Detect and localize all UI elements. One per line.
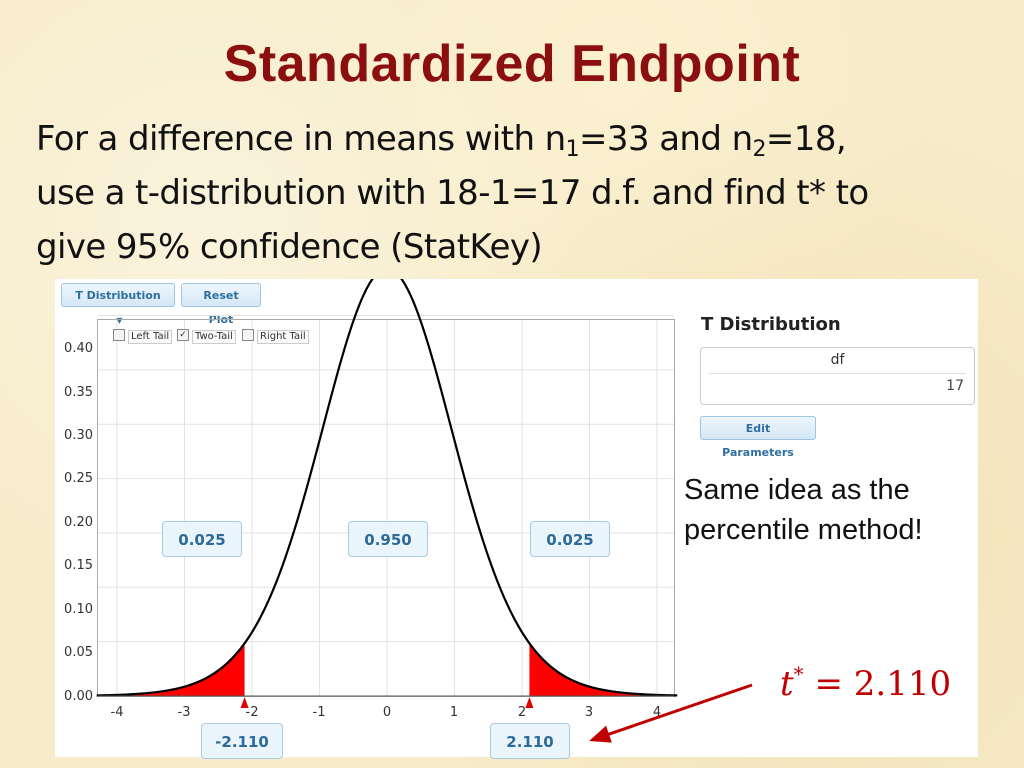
slide-body-text: For a difference in means with n1=33 and… [36,112,996,274]
arrow-icon [589,683,753,743]
side-note-line-2: percentile method! [684,514,923,546]
x-tick-label: 4 [652,705,662,720]
two-tail-checkbox[interactable]: ✓ [177,329,189,341]
y-tick-label: 0.40 [64,341,93,356]
x-tick-label: -1 [312,705,326,720]
left-tail-probability[interactable]: 0.025 [162,521,242,557]
two-tail-label: Two-Tail [192,330,236,344]
x-tick-label: 2 [517,705,527,720]
line1-mid: =33 and n [579,119,753,159]
x-tick-label: 3 [584,705,594,720]
cutoff-marker-icon [525,697,534,708]
df-value[interactable]: 17 [946,378,964,394]
x-tick-label: 1 [449,705,459,720]
right-tail-label: Right Tail [257,330,309,344]
x-tick-label: 0 [382,705,392,720]
middle-probability[interactable]: 0.950 [348,521,428,557]
right-tail-option[interactable]: Right Tail [242,329,309,344]
t-distribution-plot [96,279,678,708]
t-star-superscript: * [793,662,804,686]
y-tick-label: 0.15 [64,558,93,573]
shaded-tail-region [529,643,678,696]
cutoff-marker-icon [240,697,249,708]
left-tail-option[interactable]: Left Tail [113,329,173,344]
side-note: Same idea as the percentile method! [684,470,923,550]
y-tick-label: 0.25 [64,471,93,486]
right-cutoff-value[interactable]: 2.110 [490,723,570,759]
distribution-dropdown-label: T Distribution [75,289,161,302]
parameters-box: df 17 [700,347,975,405]
distribution-panel-title: T Distribution [701,314,841,335]
t-density-curve [96,279,678,697]
t-star-symbol: t [780,664,794,704]
x-tick-label: -2 [245,705,259,720]
y-tick-label: 0.20 [64,515,93,530]
body-line-3: give 95% confidence (StatKey) [36,227,543,267]
left-tail-checkbox[interactable] [113,329,125,341]
slide-title: Standardized Endpoint [223,35,801,93]
y-tick-label: 0.00 [64,689,93,704]
distribution-dropdown[interactable]: T Distribution ▼ [61,283,175,325]
body-line-2: use a t-distribution with 18-1=17 d.f. a… [36,173,869,213]
n1-subscript: 1 [565,137,580,162]
y-tick-label: 0.35 [64,385,93,400]
y-tick-label: 0.30 [64,428,93,443]
shaded-tail-region [96,643,245,696]
df-label: df [830,352,845,368]
y-tick-label: 0.10 [64,602,93,617]
body-line-1: For a difference in means with n1=33 and… [36,112,996,166]
x-tick-label: -4 [110,705,124,720]
left-tail-label: Left Tail [128,330,173,344]
t-star-equation: t* = 2.110 [780,664,951,704]
side-note-line-1: Same idea as the [684,474,910,506]
line1-post: =18, [765,119,847,159]
two-tail-option[interactable]: ✓ Two-Tail [177,329,236,344]
df-divider [709,373,966,374]
right-tail-checkbox[interactable] [242,329,254,341]
line1-pre: For a difference in means with n [36,119,566,159]
statkey-panel: T Distribution ▼ Reset Plot 0.40 0.35 0.… [55,279,978,759]
edit-parameters-button[interactable]: Edit Parameters [700,416,816,459]
n2-subscript: 2 [752,137,767,162]
y-tick-label: 0.05 [64,645,93,660]
x-tick-label: -3 [177,705,191,720]
reset-plot-button[interactable]: Reset Plot [181,283,261,326]
left-cutoff-value[interactable]: -2.110 [201,723,283,759]
chevron-down-icon: ▼ [116,316,123,325]
t-star-value: = 2.110 [803,664,952,704]
right-tail-probability[interactable]: 0.025 [530,521,610,557]
